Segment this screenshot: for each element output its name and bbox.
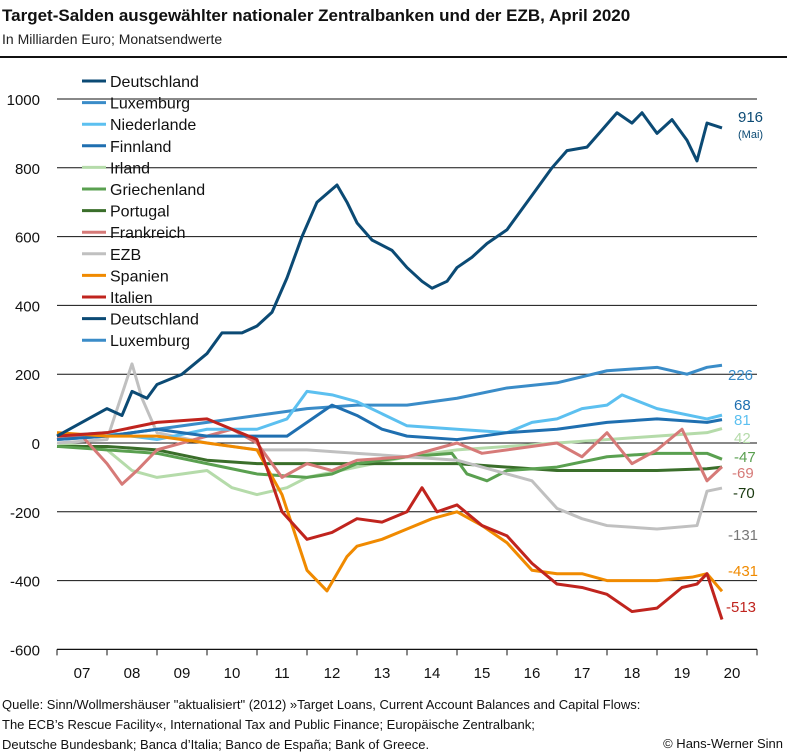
legend-label: Spanien: [110, 268, 169, 285]
x-tick-label: 20: [724, 665, 741, 682]
end-label-finnland: 68: [734, 397, 751, 414]
end-label-luxemburg: 226: [728, 367, 753, 384]
x-tick-label: 10: [224, 665, 241, 682]
y-tick-label: -200: [10, 505, 40, 522]
y-tick-label: 200: [15, 367, 40, 384]
legend-label: Finnland: [110, 139, 171, 156]
end-note: (Mai): [738, 129, 763, 141]
header-divider: [0, 56, 787, 58]
chart-subtitle: In Milliarden Euro; Monatsendwerte: [2, 31, 223, 47]
y-tick-label: 600: [15, 230, 40, 247]
legend-label: Luxemburg: [110, 333, 190, 350]
legend-label: Griechenland: [110, 182, 205, 199]
source-line-3: Deutsche Bundesbank; Banca d’Italia; Ban…: [2, 737, 430, 752]
series-line-portugal: [57, 444, 723, 473]
legend-label: Deutschland: [110, 74, 199, 91]
y-tick-label: -400: [10, 574, 40, 591]
x-tick-label: 13: [374, 665, 391, 682]
legend-label: Frankreich: [110, 225, 186, 242]
x-tick-label: 08: [124, 665, 141, 682]
x-tick-label: 17: [574, 665, 591, 682]
series-line-deutschland: [56, 111, 723, 438]
y-tick-label: 1000: [7, 92, 40, 109]
end-label-ezb: -131: [728, 527, 758, 544]
end-label-frankreich: -69: [732, 465, 754, 482]
end-label-deutschland: 916: [738, 109, 763, 126]
y-tick-label: 0: [32, 436, 40, 453]
end-label-spanien: -431: [728, 563, 758, 580]
x-tick-label: 14: [424, 665, 441, 682]
y-tick-label: -600: [10, 642, 40, 659]
series-line-frankreich: [56, 427, 724, 486]
series-line-griechenland: [56, 444, 723, 483]
legend-label: Irland: [110, 160, 150, 177]
end-label-irland: 42: [734, 430, 751, 447]
series-line-italien: [56, 417, 724, 620]
x-tick-label: 16: [524, 665, 541, 682]
y-tick-label: 400: [15, 298, 40, 315]
x-tick-label: 12: [324, 665, 341, 682]
y-tick-label: 800: [15, 161, 40, 178]
legend-label: Luxemburg: [110, 96, 190, 113]
x-tick-label: 18: [624, 665, 641, 682]
legend-label: Niederlande: [110, 117, 196, 134]
legend-label: EZB: [110, 247, 141, 264]
end-label-italien: -513: [726, 599, 756, 616]
legend-label: Portugal: [110, 204, 170, 221]
end-label-griechenland: -47: [734, 449, 756, 466]
series-line-ezb: [56, 362, 723, 531]
legend-label: Italien: [110, 290, 153, 307]
x-tick-label: 07: [74, 665, 91, 682]
x-tick-label: 11: [274, 665, 290, 682]
end-label-niederlande: 81: [734, 412, 751, 429]
copyright: © Hans-Werner Sinn: [663, 736, 783, 751]
source-line-2: The ECB’s Rescue Facility«, Internationa…: [2, 717, 535, 732]
x-tick-label: 19: [674, 665, 691, 682]
legend-label: Deutschland: [110, 312, 199, 329]
chart-title: Target-Salden ausgewählter nationaler Ze…: [2, 6, 631, 25]
series-line-spanien: [56, 431, 724, 593]
end-label-portugal: -70: [733, 485, 755, 502]
source-line-1: Quelle: Sinn/Wollmershäuser "aktualisier…: [2, 697, 641, 712]
x-tick-label: 15: [474, 665, 491, 682]
series-line-finnland: [56, 403, 723, 442]
series-line-luxemburg: [56, 363, 723, 442]
x-tick-label: 09: [174, 665, 191, 682]
series-line-niederlande: [56, 389, 723, 442]
